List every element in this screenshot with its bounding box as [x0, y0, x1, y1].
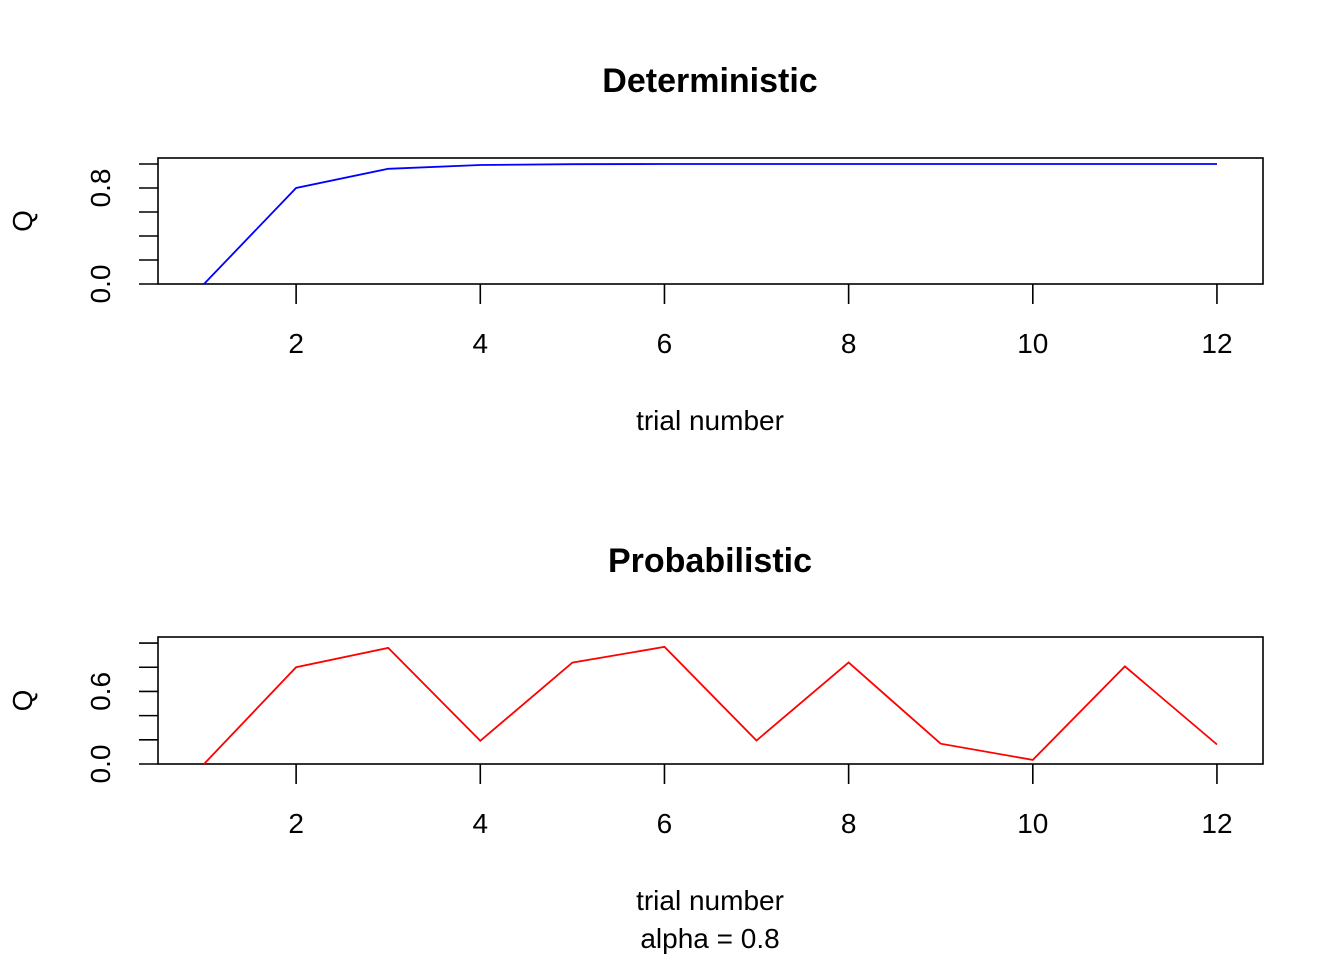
y-axis-label: Q — [7, 210, 38, 232]
x-axis-label: trial number — [636, 885, 784, 916]
y-tick-label: 0.8 — [85, 169, 116, 208]
x-tick-label: 6 — [657, 808, 673, 839]
y-tick-label: 0.0 — [85, 745, 116, 784]
x-tick-label: 2 — [288, 808, 304, 839]
x-tick-label: 4 — [473, 328, 489, 359]
x-tick-label: 8 — [841, 808, 857, 839]
x-axis-label: trial number — [636, 405, 784, 436]
x-tick-label: 12 — [1201, 328, 1232, 359]
alpha-label: alpha = 0.8 — [640, 923, 779, 954]
plot-frame — [157, 636, 1264, 765]
x-tick-label: 6 — [657, 328, 673, 359]
x-tick-label: 12 — [1201, 808, 1232, 839]
x-tick-label: 10 — [1017, 808, 1048, 839]
x-tick-label: 8 — [841, 328, 857, 359]
plot-frame — [157, 157, 1264, 285]
series-line — [203, 645, 1218, 765]
x-tick-label: 2 — [288, 328, 304, 359]
y-axis-label: Q — [7, 690, 38, 712]
chart-title: Probabilistic — [608, 542, 812, 580]
x-tick-label: 4 — [473, 808, 489, 839]
chart-title: Deterministic — [602, 62, 817, 100]
series-line — [203, 163, 1217, 285]
y-tick-label: 0.6 — [85, 672, 116, 711]
x-tick-label: 10 — [1017, 328, 1048, 359]
y-tick-label: 0.0 — [85, 265, 116, 304]
